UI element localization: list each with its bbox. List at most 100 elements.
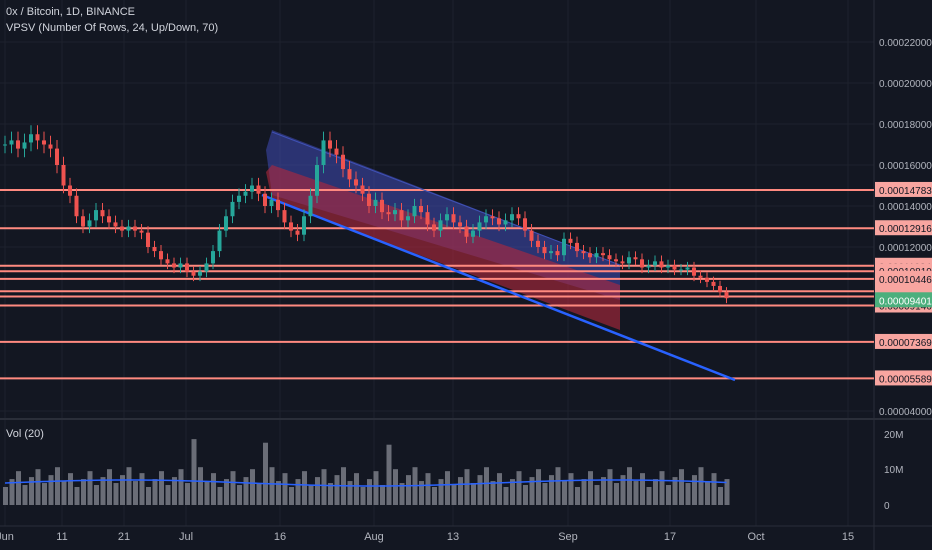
candle-body bbox=[334, 148, 339, 155]
volume-bar bbox=[549, 475, 554, 505]
candle-body bbox=[373, 199, 378, 206]
candlesticks bbox=[3, 125, 729, 304]
candle-body bbox=[477, 222, 482, 231]
volume-bar bbox=[419, 481, 424, 505]
candle-body bbox=[172, 263, 176, 268]
volume-bar bbox=[477, 475, 483, 505]
candle-body bbox=[35, 134, 40, 141]
volume-bar bbox=[705, 481, 710, 505]
candle-body bbox=[276, 199, 280, 211]
candle-body bbox=[549, 251, 553, 254]
candle-body bbox=[698, 275, 703, 278]
volume-bar bbox=[178, 469, 184, 505]
volume-bar bbox=[224, 479, 229, 505]
candle-body bbox=[107, 216, 111, 223]
y-tick-label: 0.00022000 bbox=[879, 38, 932, 49]
volume-bar bbox=[204, 481, 210, 505]
volume-bars bbox=[3, 439, 730, 505]
candle-body bbox=[315, 165, 319, 196]
volume-tick-label: 10M bbox=[884, 465, 903, 476]
volume-profile-channel bbox=[266, 130, 620, 330]
candle-body bbox=[126, 226, 131, 231]
volume-bar bbox=[529, 477, 535, 505]
candle-body bbox=[159, 251, 163, 260]
indicator-legend[interactable]: VPSV (Number Of Rows, 24, Up/Down, 70) bbox=[6, 22, 219, 34]
volume-bar bbox=[594, 485, 600, 505]
volume-bar bbox=[575, 487, 580, 505]
volume-bar bbox=[633, 481, 639, 505]
volume-bar bbox=[503, 487, 509, 505]
volume-bar bbox=[614, 483, 619, 505]
candle-body bbox=[523, 218, 527, 231]
volume-bar bbox=[497, 473, 502, 505]
volume-bar bbox=[61, 481, 67, 505]
symbol-legend[interactable]: 0x / Bitcoin, 1D, BINANCE bbox=[6, 6, 135, 18]
volume-bar bbox=[230, 471, 236, 505]
x-tick-label: Sep bbox=[558, 531, 578, 543]
volume-bar bbox=[165, 485, 171, 505]
x-tick-label: 13 bbox=[447, 531, 459, 543]
volume-bar bbox=[464, 469, 470, 505]
volume-bar bbox=[250, 469, 255, 505]
volume-bar bbox=[81, 479, 86, 505]
candle-body bbox=[191, 271, 196, 276]
volume-bar bbox=[42, 483, 47, 505]
volume-bar bbox=[523, 485, 528, 505]
candle-body bbox=[165, 259, 170, 264]
candle-body bbox=[503, 220, 508, 225]
volume-tick-label: 20M bbox=[884, 430, 903, 441]
x-tick-label: Aug bbox=[364, 531, 384, 543]
candle-body bbox=[393, 210, 397, 215]
volume-bar bbox=[653, 479, 658, 505]
volume-bar bbox=[581, 479, 587, 505]
volume-bar bbox=[152, 479, 158, 505]
candle-body bbox=[120, 226, 124, 231]
volume-legend[interactable]: Vol (20) bbox=[6, 428, 44, 440]
candle-body bbox=[640, 259, 644, 268]
candle-body bbox=[601, 253, 605, 256]
volume-bar bbox=[354, 473, 359, 505]
candle-body bbox=[458, 222, 462, 227]
candle-body bbox=[555, 251, 560, 256]
volume-bar bbox=[22, 485, 28, 505]
candle-body bbox=[497, 218, 501, 225]
y-tick-label: 0.00020000 bbox=[879, 79, 932, 90]
candle-body bbox=[438, 220, 443, 231]
candle-body bbox=[230, 201, 235, 217]
channel-trendline[interactable] bbox=[261, 193, 736, 382]
candle-body bbox=[646, 265, 651, 268]
level-label-bg bbox=[875, 333, 932, 349]
candle-body bbox=[185, 263, 189, 272]
current-price-label: 0.00009401 bbox=[879, 296, 932, 307]
candle-body bbox=[536, 240, 540, 247]
candle-body bbox=[360, 185, 365, 194]
level-price-label: 0.00014783 bbox=[879, 186, 932, 197]
x-tick-label: Jul bbox=[179, 531, 193, 543]
volume-bar bbox=[159, 471, 164, 505]
candle-body bbox=[243, 191, 248, 196]
volume-bar bbox=[87, 471, 93, 505]
volume-bar bbox=[458, 477, 463, 505]
candle-body bbox=[3, 144, 7, 146]
candle-body bbox=[672, 265, 677, 270]
candle-body bbox=[575, 242, 579, 252]
volume-bar bbox=[55, 467, 60, 505]
candle-body bbox=[633, 257, 638, 260]
current-price-label-bg bbox=[875, 292, 932, 308]
volume-bar bbox=[276, 481, 281, 505]
y-tick-label: 0.00012000 bbox=[879, 243, 932, 254]
candle-body bbox=[471, 230, 475, 237]
volume-bar bbox=[536, 469, 541, 505]
volume-bar bbox=[588, 471, 593, 505]
candle-body bbox=[295, 230, 300, 235]
volume-bar bbox=[295, 479, 301, 505]
candle-body bbox=[29, 134, 33, 143]
candle-body bbox=[42, 140, 46, 145]
candle-body bbox=[341, 154, 345, 170]
candle-body bbox=[139, 230, 144, 233]
volume-bar bbox=[490, 481, 496, 505]
candle-body bbox=[282, 210, 287, 223]
candle-body bbox=[100, 210, 105, 217]
volume-bar bbox=[659, 471, 665, 505]
